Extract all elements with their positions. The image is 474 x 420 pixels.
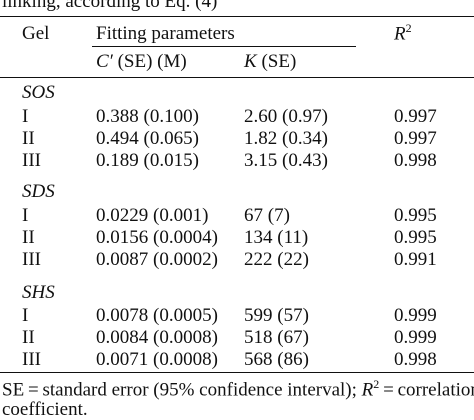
table-cell-c: 0.0084 (0.0008)	[96, 327, 218, 348]
table-cell-gel: III	[22, 150, 41, 171]
table-cell-r2: 0.991	[394, 249, 437, 270]
footnote-line-2: coefficient.	[2, 399, 88, 420]
table-cell-k: 134 (11)	[244, 227, 309, 248]
table-cell-k: 222 (22)	[244, 249, 309, 270]
table-cell-gel: II	[22, 128, 35, 149]
table-cell-r2: 0.998	[394, 349, 437, 370]
table-cell-gel: III	[22, 349, 41, 370]
header-r-squared: R2	[394, 21, 412, 45]
table-cell-k: 1.82 (0.34)	[244, 128, 328, 149]
table-cell-c: 0.0229 (0.001)	[96, 205, 209, 226]
table-cell-c: 0.0156 (0.0004)	[96, 227, 218, 248]
group-label-sds: SDS	[22, 181, 55, 202]
table-cell-k: 3.15 (0.43)	[244, 150, 328, 171]
header-fitting-parameters: Fitting parameters	[96, 23, 235, 44]
table-cell-gel: I	[22, 305, 29, 326]
table-cell-c: 0.0071 (0.0008)	[96, 349, 218, 370]
table-cell-r2: 0.998	[394, 150, 437, 171]
header-c-prime: C′ (SE) (M)	[96, 51, 187, 72]
table-cell-k: 67 (7)	[244, 205, 290, 226]
table-cell-c: 0.494 (0.065)	[96, 128, 199, 149]
header-gel: Gel	[22, 23, 50, 44]
table-cell-k: 2.60 (0.97)	[244, 106, 328, 127]
table-top-rule	[0, 16, 474, 17]
table-cell-c: 0.0087 (0.0002)	[96, 249, 218, 270]
table-caption: linking, according to Eq. (4)	[2, 0, 218, 12]
table-cell-gel: I	[22, 106, 29, 127]
table-cell-k: 518 (67)	[244, 327, 309, 348]
table-cell-gel: III	[22, 249, 41, 270]
table-cell-r2: 0.997	[394, 128, 437, 149]
group-label-shs: SHS	[22, 282, 55, 303]
table-cell-gel: II	[22, 327, 35, 348]
table-cell-r2: 0.995	[394, 205, 437, 226]
table-bottom-rule	[0, 372, 474, 373]
table-cell-gel: II	[22, 227, 35, 248]
table-cell-k: 568 (86)	[244, 349, 309, 370]
table-cell-r2: 0.999	[394, 327, 437, 348]
table-cell-c: 0.189 (0.015)	[96, 150, 199, 171]
table-cell-r2: 0.995	[394, 227, 437, 248]
table-cell-c: 0.0078 (0.0005)	[96, 305, 218, 326]
header-bottom-rule	[0, 77, 474, 78]
table-cell-gel: I	[22, 205, 29, 226]
table-cell-r2: 0.997	[394, 106, 437, 127]
group-label-sos: SOS	[22, 82, 55, 103]
header-k: K (SE)	[244, 51, 297, 72]
table-cell-k: 599 (57)	[244, 305, 309, 326]
table-cell-r2: 0.999	[394, 305, 437, 326]
footnote-line-1: SE = standard error (95% confidence inte…	[2, 377, 474, 401]
table-cell-c: 0.388 (0.100)	[96, 106, 199, 127]
header-sub-rule	[92, 46, 356, 47]
